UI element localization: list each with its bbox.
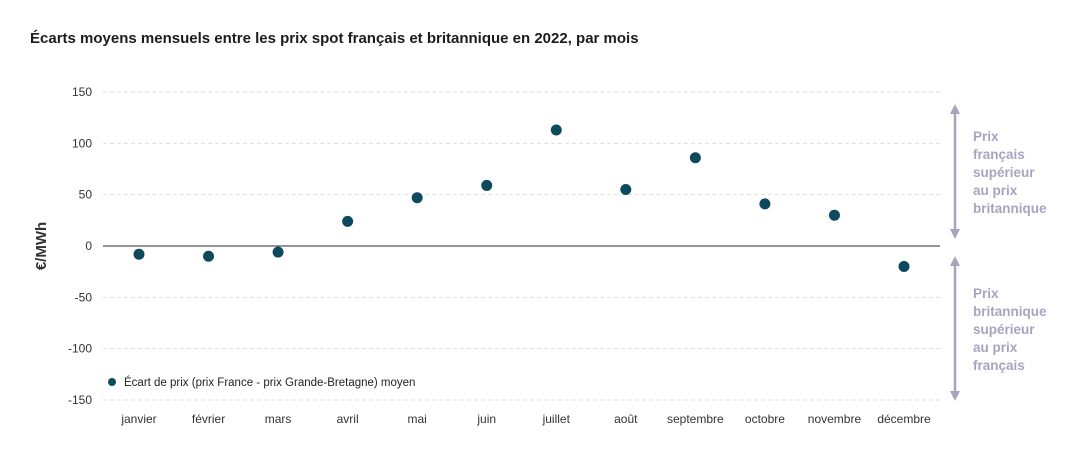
x-tick-label: janvier [120, 412, 156, 426]
y-axis-label: €/MWh [33, 222, 50, 270]
data-point [759, 198, 771, 210]
data-point [481, 179, 493, 191]
data-point [828, 209, 840, 221]
x-tick-label: novembre [808, 412, 862, 426]
annotation-line: Prix [973, 286, 999, 301]
data-point [272, 246, 284, 258]
annotation-line: supérieur [973, 165, 1035, 180]
x-tick-label: mars [265, 412, 292, 426]
arrow-down-icon [950, 391, 960, 401]
annotation-line: au prix [973, 183, 1018, 198]
arrow-down-icon [950, 229, 960, 239]
annotation-line: britannique [973, 304, 1047, 319]
annotation-line: français [973, 358, 1025, 373]
arrow-up-icon [950, 104, 960, 114]
x-tick-label: juin [476, 412, 496, 426]
data-point [550, 124, 562, 136]
x-tick-label: décembre [877, 412, 931, 426]
annotation-line: britannique [973, 201, 1047, 216]
annotations: Prix français supérieur au prix britannique P… [950, 104, 1047, 401]
data-points [133, 124, 910, 273]
y-tick-label: 0 [85, 239, 92, 253]
x-tick-label: août [614, 412, 638, 426]
arrow-up-icon [950, 256, 960, 266]
legend-label: Écart de prix (prix France - prix Grande… [124, 376, 415, 389]
x-tick-label: février [192, 412, 225, 426]
annotation-line: Prix [973, 129, 999, 144]
annotation-line: français [973, 147, 1025, 162]
y-tick-label: 150 [72, 85, 92, 99]
legend-marker [108, 378, 116, 386]
legend: Écart de prix (prix France - prix Grande… [108, 376, 415, 389]
data-point [689, 152, 701, 164]
data-point [411, 192, 423, 204]
chart-title: Écarts moyens mensuels entre les prix sp… [30, 30, 639, 47]
x-tick-label: avril [337, 412, 359, 426]
y-tick-label: 50 [79, 188, 93, 202]
x-tick-label: mai [408, 412, 427, 426]
x-tick-label: septembre [667, 412, 724, 426]
data-point [133, 248, 145, 260]
data-point [620, 184, 632, 196]
x-tick-label: octobre [745, 412, 785, 426]
y-tick-label: -150 [68, 393, 92, 407]
annotation-line: supérieur [973, 322, 1035, 337]
y-tick-label: -100 [68, 342, 92, 356]
y-tick-label: -50 [75, 290, 93, 304]
data-point [203, 250, 215, 262]
y-tick-label: 100 [72, 136, 92, 150]
data-point [898, 261, 910, 273]
x-axis-ticks: janvier février mars avril mai juin juillet aoû… [120, 412, 931, 426]
annotation-line: au prix [973, 340, 1018, 355]
data-point [342, 215, 354, 227]
x-tick-label: juillet [542, 412, 571, 426]
y-axis-ticks: 150 100 50 0 -50 -100 -150 [68, 85, 92, 407]
